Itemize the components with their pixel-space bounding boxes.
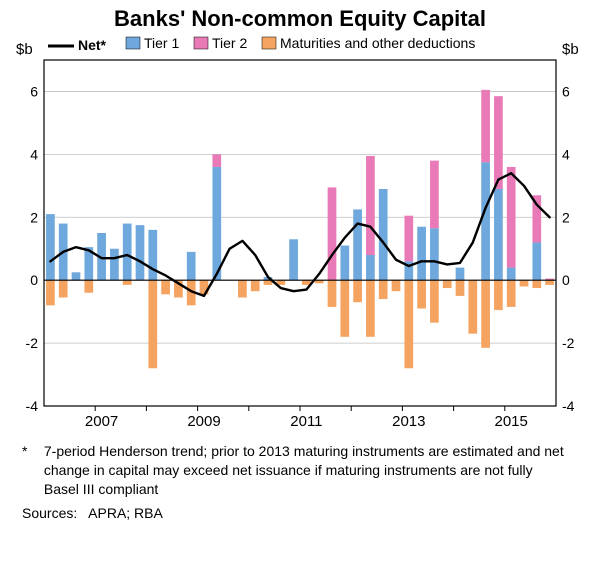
svg-text:0: 0	[562, 272, 570, 288]
svg-text:6: 6	[562, 83, 570, 99]
svg-text:Maturities and other deduction: Maturities and other deductions	[280, 35, 475, 51]
svg-text:6: 6	[30, 83, 38, 99]
sources-label: Sources:	[22, 505, 77, 521]
svg-text:2013: 2013	[392, 413, 425, 430]
svg-text:$b: $b	[562, 41, 579, 58]
footnote: * 7-period Henderson trend; prior to 201…	[0, 434, 600, 499]
svg-text:2009: 2009	[187, 413, 220, 430]
svg-text:2015: 2015	[495, 413, 528, 430]
plot-area: -4 -4 -2 -2 0 0 2 2 4 4 6 6 $b $b 2007 2009 2011 2013 2015…	[0, 34, 600, 434]
svg-text:-4: -4	[26, 398, 39, 414]
svg-text:-2: -2	[562, 335, 575, 351]
footnote-marker: *	[22, 442, 40, 461]
svg-text:0: 0	[30, 272, 38, 288]
svg-text:2011: 2011	[290, 413, 322, 430]
svg-text:$b: $b	[16, 41, 33, 58]
chart-title: Banks' Non-common Equity Capital	[0, 0, 600, 34]
svg-text:2007: 2007	[85, 413, 118, 430]
svg-text:-4: -4	[562, 398, 575, 414]
svg-text:Tier 2: Tier 2	[212, 35, 247, 51]
sources-value: APRA; RBA	[88, 505, 163, 521]
footnote-text: 7-period Henderson trend; prior to 2013 …	[44, 442, 564, 499]
svg-text:4: 4	[30, 146, 38, 162]
svg-text:Tier 1: Tier 1	[144, 35, 179, 51]
svg-text:2: 2	[562, 209, 570, 225]
svg-text:4: 4	[562, 146, 570, 162]
sources: Sources: APRA; RBA	[0, 499, 600, 521]
svg-text:Net*: Net*	[78, 37, 107, 53]
chart-svg: -4 -4 -2 -2 0 0 2 2 4 4 6 6 $b $b 2007 2009 2011 2013 2015…	[0, 34, 600, 434]
chart-container: Banks' Non-common Equity Capital -4-4-2-…	[0, 0, 600, 561]
svg-text:2: 2	[30, 209, 38, 225]
svg-text:-2: -2	[26, 335, 39, 351]
